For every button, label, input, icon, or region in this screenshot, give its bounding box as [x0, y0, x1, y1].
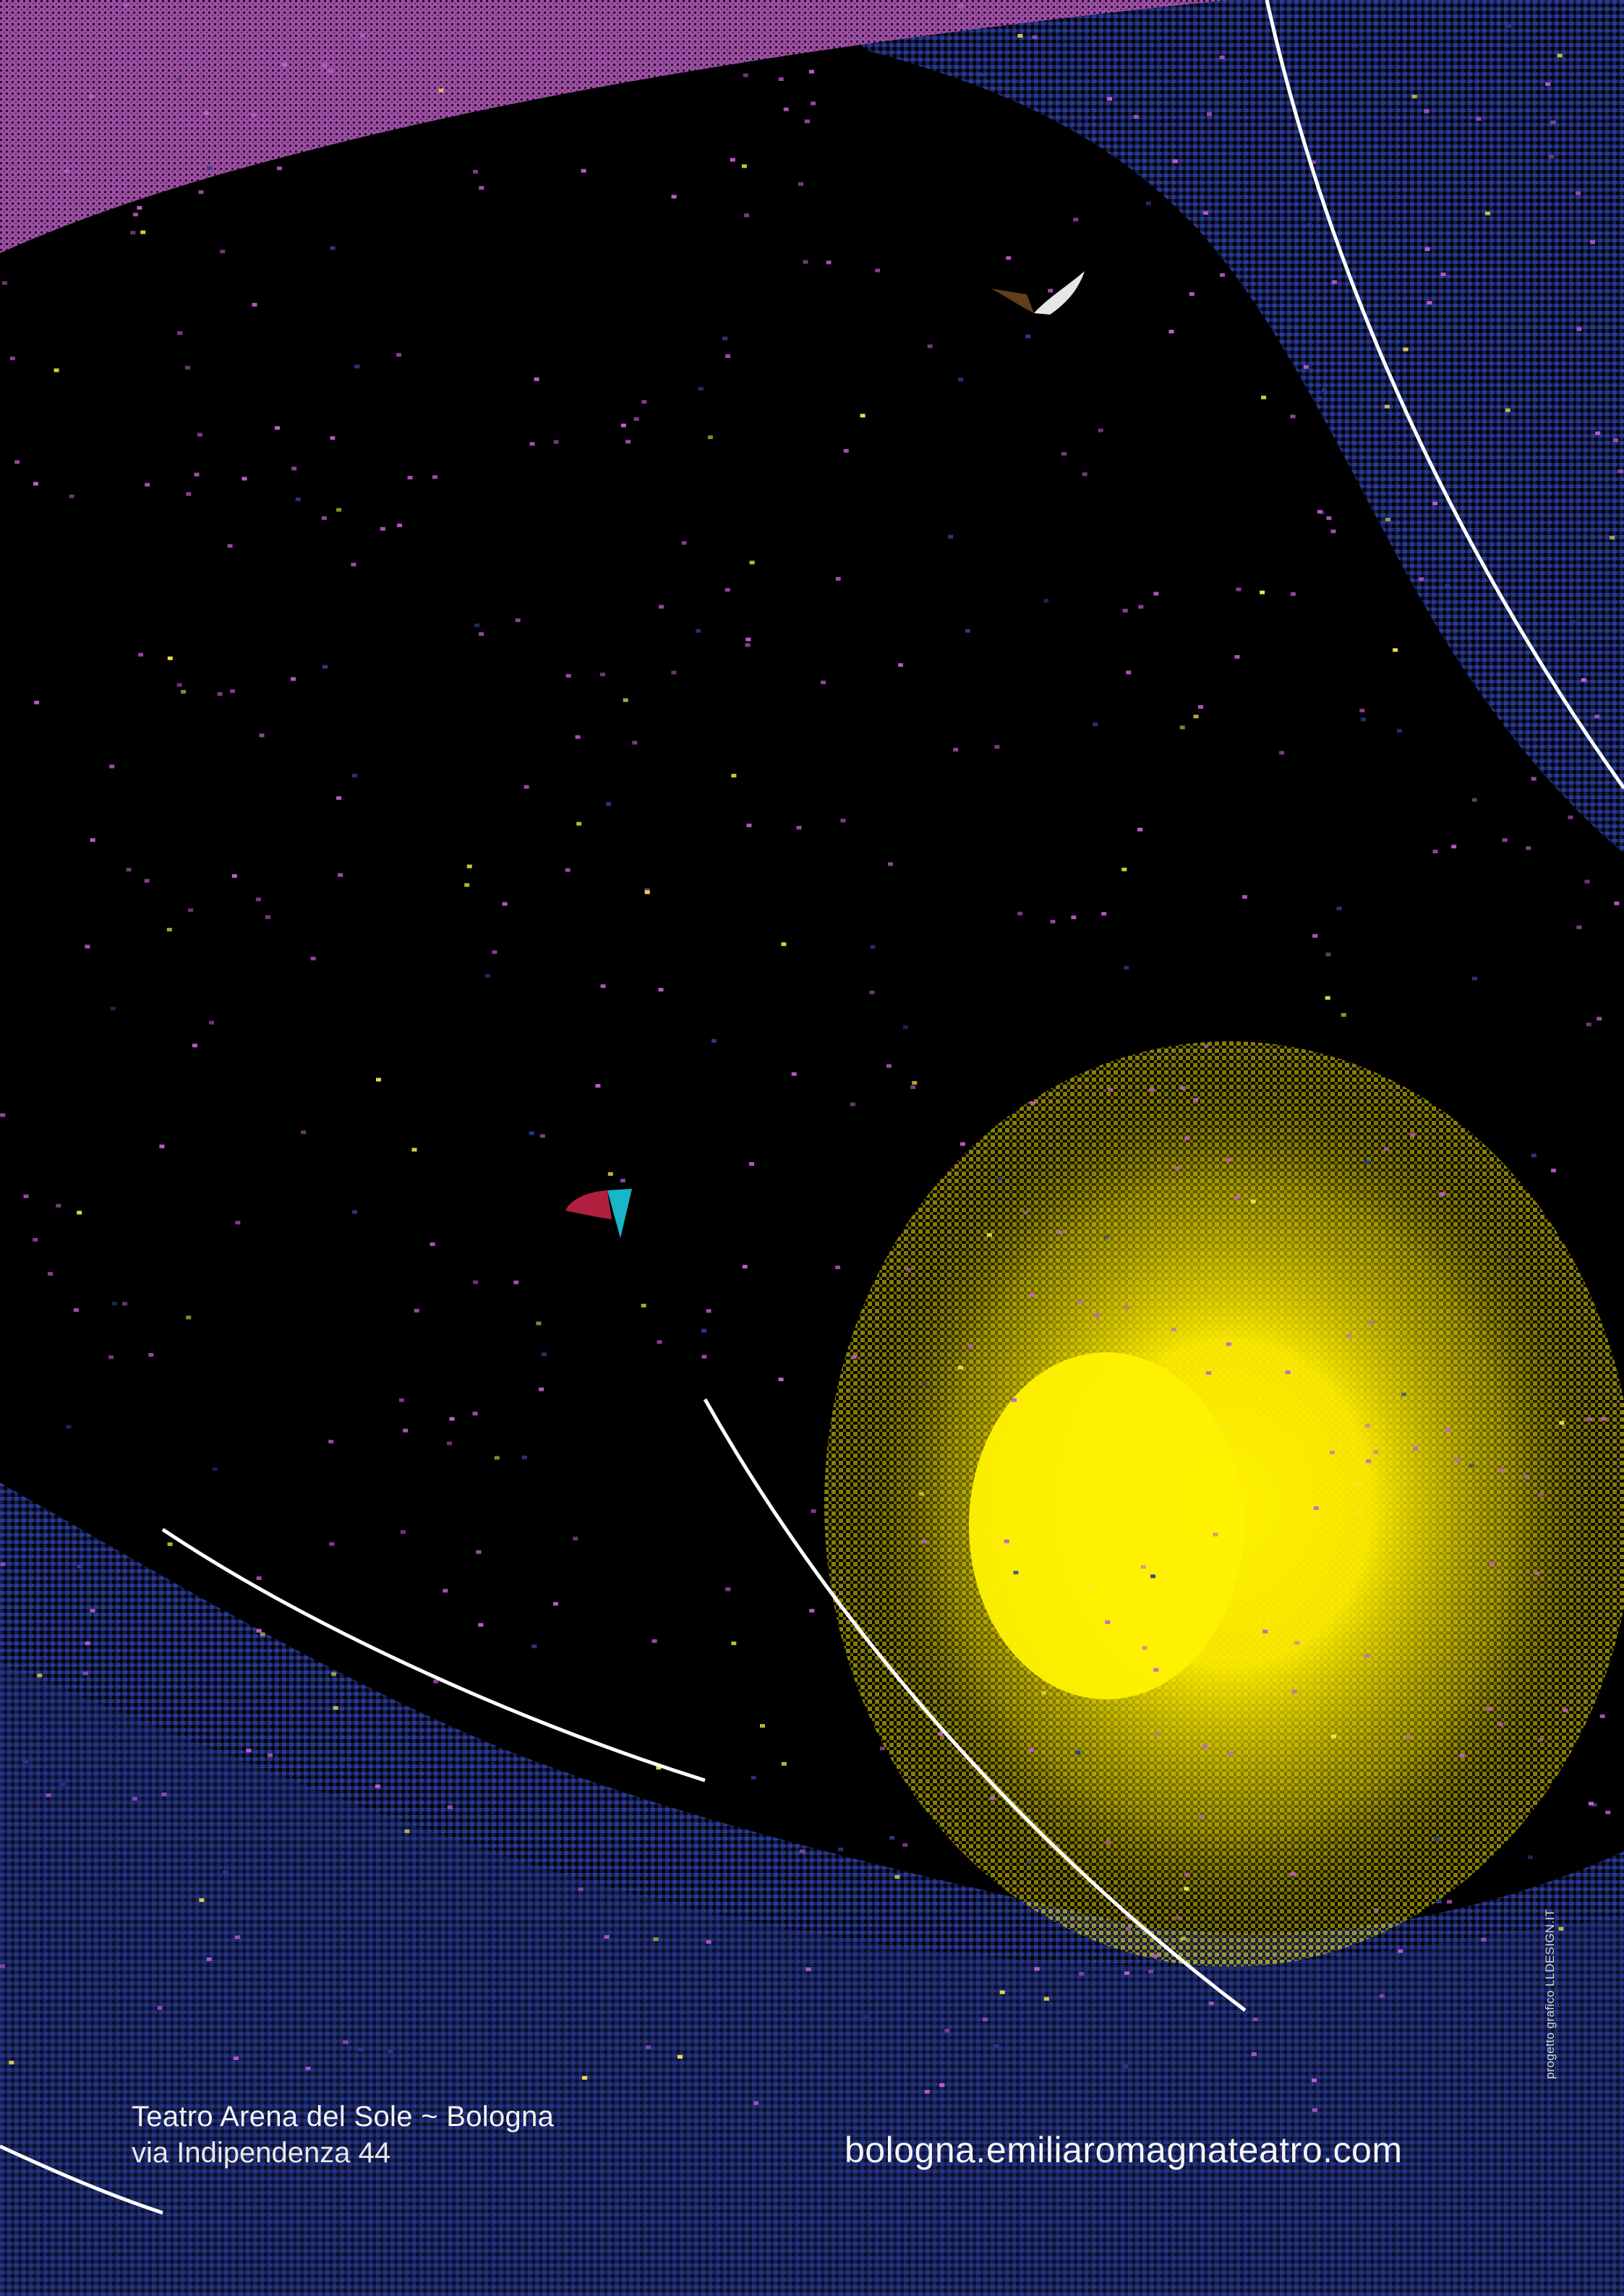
cyan-shard [565, 1189, 632, 1238]
white-arc-center [703, 1398, 1247, 2012]
design-credit: progetto grafico LLDESIGN.IT [1543, 1908, 1557, 2079]
venue-name: Teatro Arena del Sole ~ Bologna [132, 2101, 555, 2133]
white-arc-bottom-left [0, 2144, 163, 2215]
magenta-band [0, 0, 1229, 253]
white-shard [991, 271, 1085, 315]
white-arc-top-right [1265, 0, 1624, 790]
venue-block: Teatro Arena del Sole ~ Bologna via Indi… [132, 2099, 554, 2171]
scattered-specks [0, 3, 1623, 2112]
navy-region-top-right [810, 0, 1624, 853]
venue-address: via Indipendenza 44 [132, 2137, 391, 2169]
white-arc-left [161, 1527, 706, 1783]
yellow-glow-core [969, 1352, 1244, 1699]
website-url[interactable]: bologna.emiliaromagnateatro.com [845, 2130, 1403, 2170]
navy-region-bottom [0, 1482, 1624, 2296]
